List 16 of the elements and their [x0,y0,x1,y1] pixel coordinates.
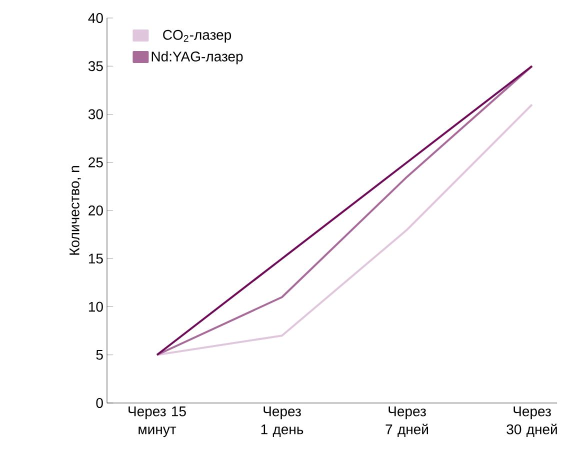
y-tick-label: 15 [88,254,103,264]
y-tick-label: 35 [88,61,103,72]
y-axis-title: Количество, n [70,166,82,255]
y-tick-label: 10 [88,302,103,312]
x-tick-label: Через 1 день [261,406,304,437]
x-tick-label: Через 15 минут [128,406,186,438]
legend-label: Nd:YAG-лазер [152,51,243,64]
y-tick-label: 20 [88,206,103,216]
y-tick-label: 25 [88,157,103,168]
legend-label: CO$_{2}$-лазер [163,30,232,43]
x-tick-label: Через 7 дней [386,406,428,437]
x-tick-label: Через 30 дней [506,406,557,437]
y-tick-label: 5 [96,350,103,360]
y-tick-label: 40 [88,13,103,23]
y-tick-label: 30 [88,109,103,120]
y-tick-label: 0 [96,398,103,408]
